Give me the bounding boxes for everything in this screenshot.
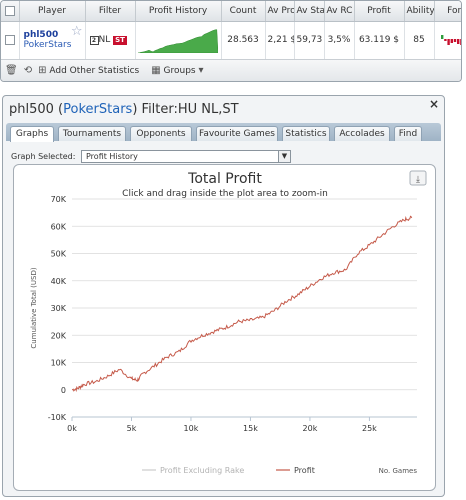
col-header-filter[interactable]: Filter [85,1,136,22]
av-rc-cell: 3,5% [324,21,355,60]
filter-logo-icon: 2 [89,36,99,45]
col-header-av-rc[interactable]: Av RC [324,1,355,22]
y-tick-label: 0 [61,386,66,395]
groups-label: Groups [163,65,196,76]
form-cell [434,21,461,60]
form-bar [446,38,450,45]
av-profit-cell: 2,21 $ [265,21,295,60]
x-tick-label: 25k [362,424,377,433]
tab-graphs[interactable]: Graphs [10,126,54,142]
form-chart [440,34,461,45]
y-tick-label: 10K [51,359,67,368]
player-name-link[interactable]: phl500 [23,30,59,40]
tab-favourite-games[interactable]: Favourite Games [196,126,278,141]
form-bar [443,38,447,41]
col-header-profit-history[interactable]: Profit History [135,1,222,22]
tab-bar: Graphs Tournaments Opponents Favourite G… [6,123,441,142]
col-header-player[interactable]: Player [19,1,86,22]
export-button[interactable] [409,170,427,186]
chart-title: Total Profit [187,171,262,187]
x-axis-title: No. Games [379,467,418,475]
filter-text: NL [98,35,111,45]
stats-toolbar: 🗑 ⟲ ⊞ Add Other Statistics ▦ Groups ▾ [1,59,461,81]
chart-subtitle: Click and drag inside the plot area to z… [122,189,328,199]
x-tick-label: 5k [127,424,137,433]
legend-item[interactable]: Profit Excluding Rake [160,466,244,475]
tab-accolades[interactable]: Accolades [334,126,390,141]
stats-panel: Player Filter Profit History Count Av Pr… [0,0,462,82]
favourite-star-icon[interactable]: ☆ [70,23,83,39]
ability-cell: 85 [404,21,435,60]
y-tick-label: 20K [51,331,67,340]
x-tick-label: 10k [184,424,199,433]
download-icon: ⤓ [416,175,420,185]
row-checkbox[interactable] [1,21,20,60]
tab-tournaments[interactable]: Tournaments [58,126,126,141]
y-tick-label: 70K [51,195,67,204]
profit-history-sparkline [135,21,222,60]
y-tick-label: 60K [51,222,67,231]
form-bar [453,38,456,42]
x-tick-label: 20k [303,424,318,433]
delete-icon[interactable]: 🗑 [5,64,18,76]
col-header-ability[interactable]: Ability [404,1,435,22]
sparkline-graph [137,28,219,53]
chevron-down-icon: ▼ [278,151,290,162]
chart-container[interactable]: Total Profit Click and drag inside the pl… [13,164,436,491]
close-button[interactable]: × [428,97,439,111]
av-stake-cell: 59,73 [294,21,325,60]
chevron-down-icon: ▾ [198,64,204,76]
form-bar [456,38,459,44]
window-title-site[interactable]: PokerStars [63,102,133,117]
filter-badge: ST [113,36,127,45]
form-bar [440,34,443,39]
add-icon: ⊞ [38,64,47,76]
profit-cell: 63.119 $ [354,21,405,60]
stats-table: Player Filter Profit History Count Av Pr… [1,1,461,60]
player-graph-window: phl500 (PokerStars) Filter:HU NL,ST × Gr… [2,95,445,497]
window-title-filter: Filter:HU NL,ST [141,102,239,117]
y-tick-label: -10K [48,413,67,422]
filter-cell: 2 NL ST [85,21,136,60]
col-header-av-profit[interactable]: Av Pro [265,1,295,22]
groups-dropdown[interactable]: ▦ Groups ▾ [151,65,203,76]
count-cell: 28.563 [221,21,266,60]
graph-select-dropdown[interactable]: Profit History ▼ [81,150,291,163]
player-cell[interactable]: phl500 PokerStars ☆ [19,21,86,60]
legend-item[interactable]: Profit [294,466,315,475]
col-header-form[interactable]: Form [434,1,461,22]
select-all-checkbox[interactable] [1,1,20,22]
y-tick-label: 40K [51,277,67,286]
window-title-player: phl500 [9,102,54,117]
graph-select-value: Profit History [86,152,138,161]
col-header-av-stake[interactable]: Av Sta [294,1,325,22]
profit-chart[interactable]: Total Profit Click and drag inside the pl… [14,165,436,491]
tab-statistics[interactable]: Statistics [282,126,330,141]
series-line-profit [71,215,413,393]
form-bar [459,38,461,45]
refresh-icon[interactable]: ⟲ [23,64,33,76]
player-site-link[interactable]: PokerStars [23,40,72,50]
tab-opponents[interactable]: Opponents [130,126,192,141]
groups-icon: ▦ [151,64,161,76]
y-tick-label: 30K [51,304,67,313]
tab-find[interactable]: Find [394,126,422,141]
add-stats-label: Add Other Statistics [49,65,140,76]
add-other-statistics-button[interactable]: ⊞ Add Other Statistics [38,65,139,76]
y-axis-title: Cumulative Total (USD) [30,267,38,348]
window-title: phl500 (PokerStars) Filter:HU NL,ST [9,102,239,117]
y-tick-label: 50K [51,250,67,259]
stats-header-row: Player Filter Profit History Count Av Pr… [1,1,461,22]
col-header-count[interactable]: Count [221,1,266,22]
col-header-profit[interactable]: Profit [354,1,405,22]
graph-selected-label: Graph Selected: [11,152,76,161]
x-tick-label: 0k [67,424,77,433]
x-tick-label: 15k [243,424,258,433]
table-row[interactable]: phl500 PokerStars ☆ 2 NL ST 28.563 2,21 $… [1,21,461,60]
form-bar [450,38,453,43]
